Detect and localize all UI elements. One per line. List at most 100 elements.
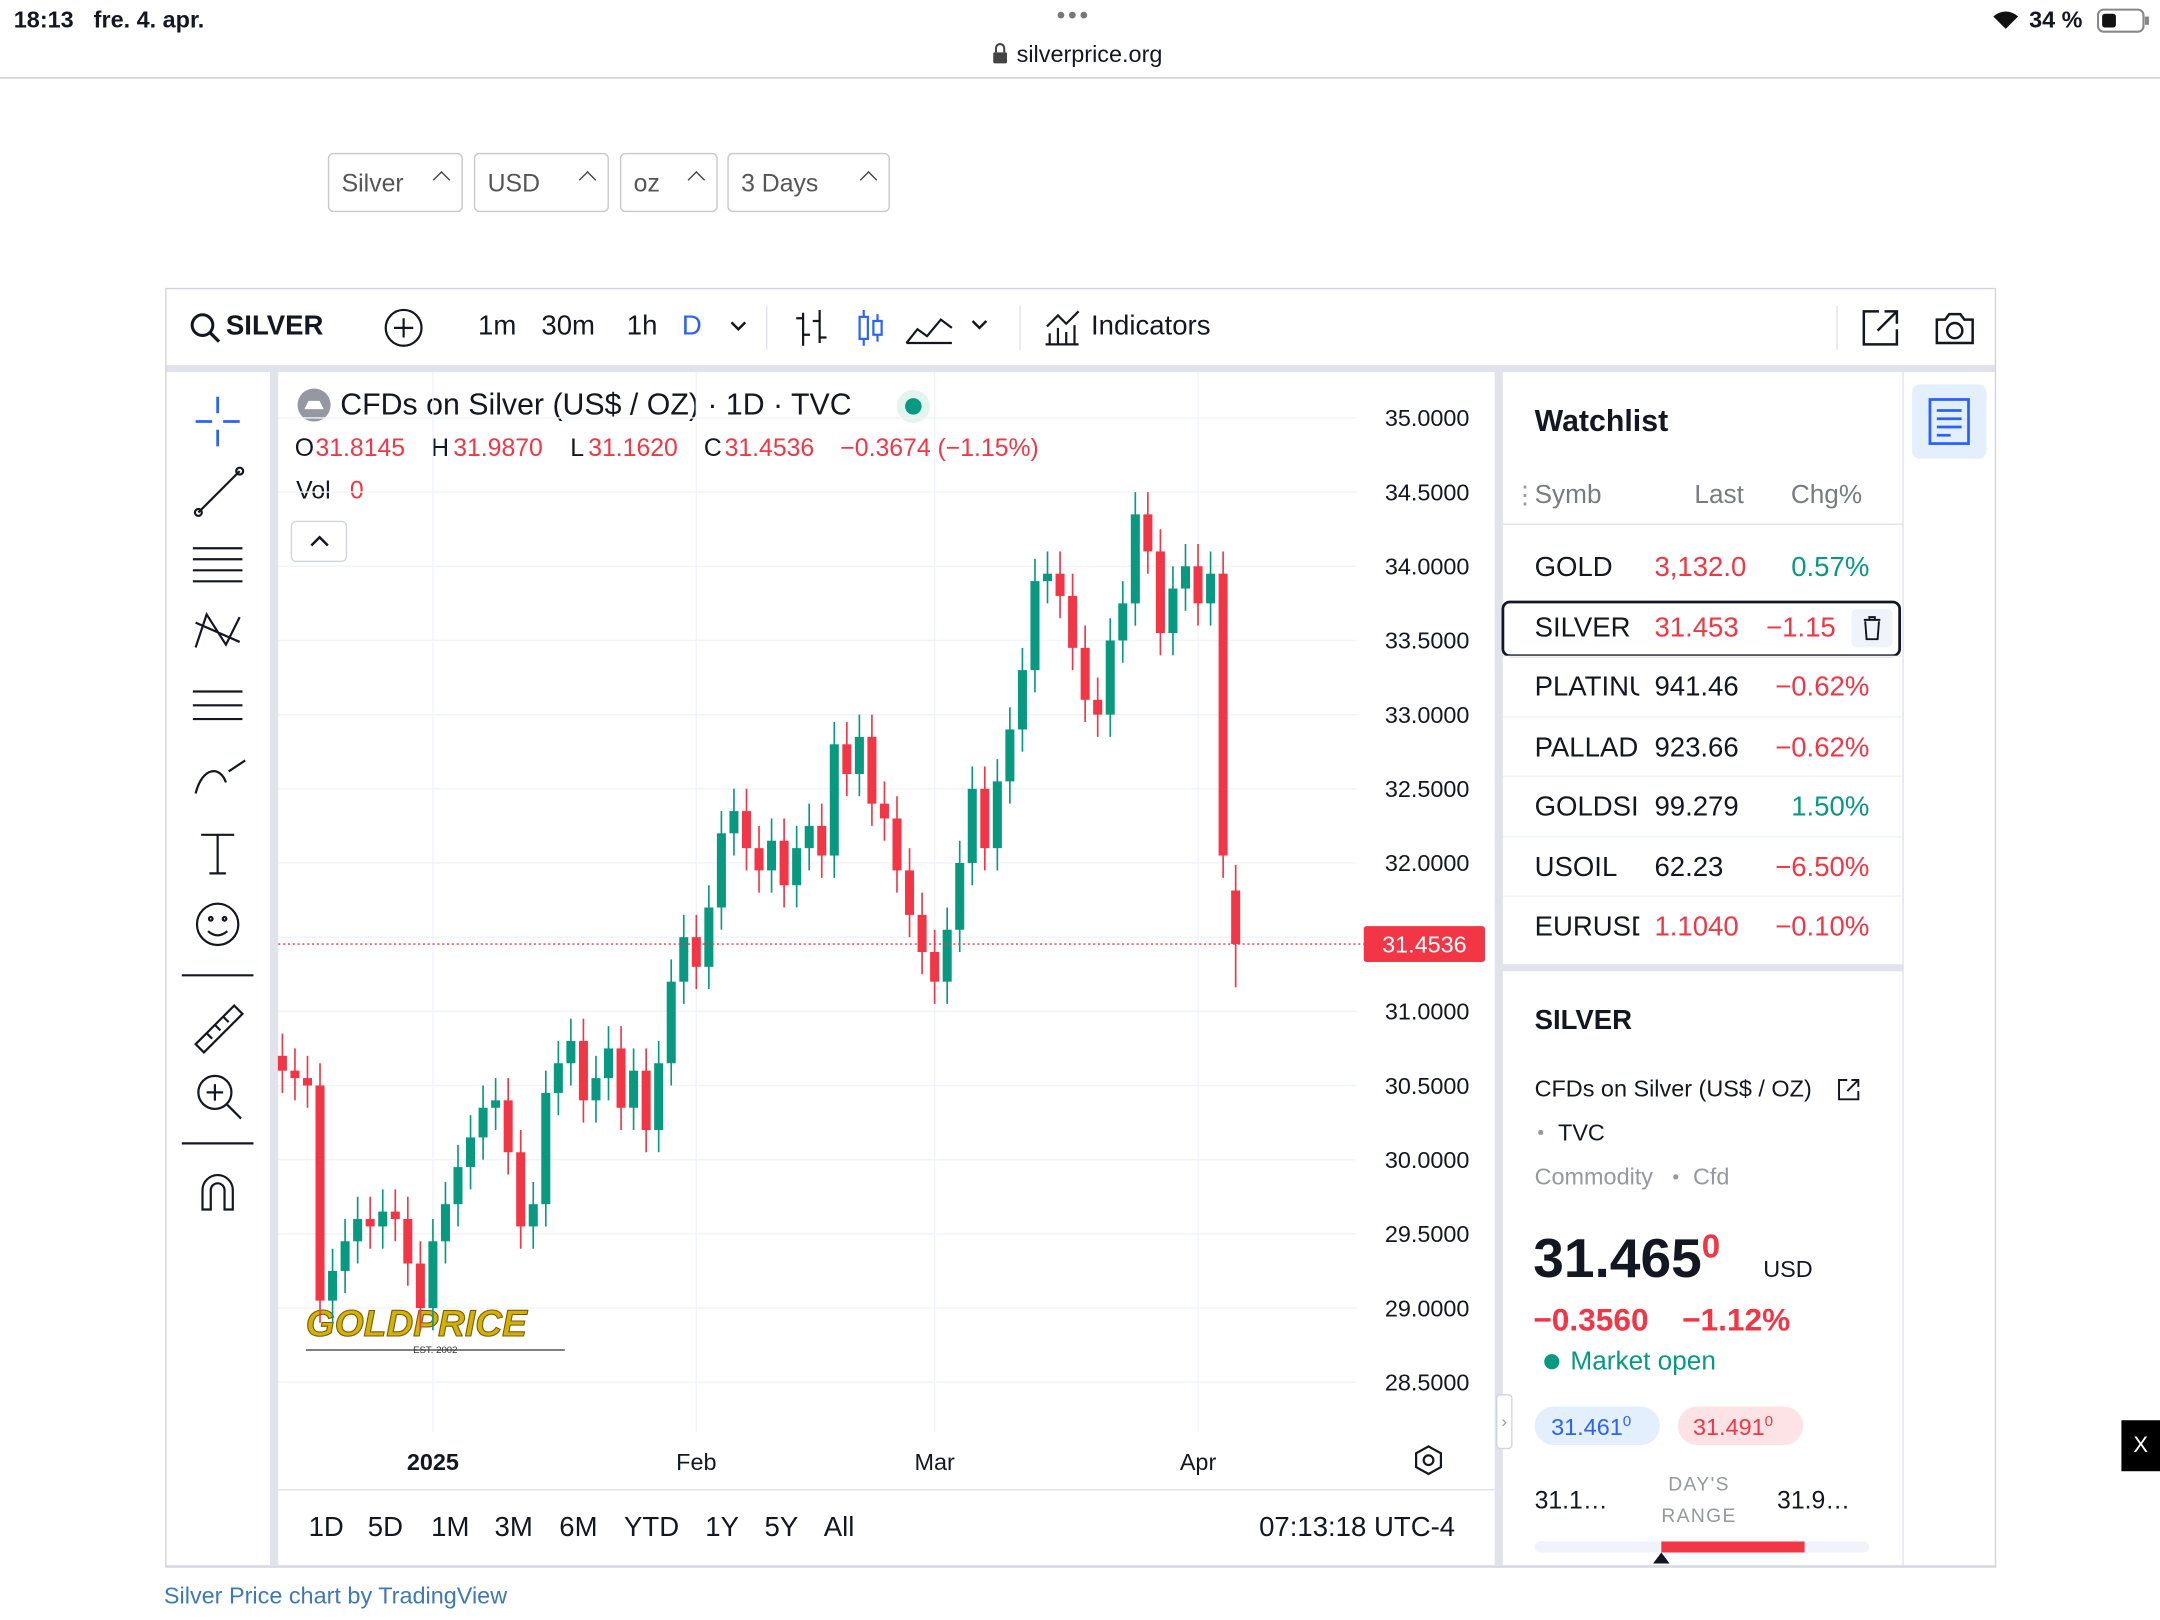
- candle-body: [829, 744, 839, 856]
- drag-handle[interactable]: ⋮: [1512, 480, 1538, 509]
- watchlist-toggle[interactable]: [1912, 384, 1987, 459]
- details-exchange: TVC: [1558, 1119, 1605, 1147]
- candle-body: [340, 1241, 350, 1271]
- interval[interactable]: 1h: [626, 311, 658, 342]
- volume-label: Vol: [296, 476, 331, 505]
- chart-type-buttons[interactable]: [793, 307, 1013, 348]
- candle-body: [1093, 699, 1103, 715]
- interval[interactable]: 30m: [541, 311, 595, 342]
- watchlist-change: −1.15: [1766, 614, 1836, 642]
- watchlist-change: 0.57%: [1791, 552, 1870, 583]
- battery-icon: [2096, 8, 2149, 33]
- selected-row[interactable]: [1501, 600, 1902, 658]
- tab-dots[interactable]: •••: [1056, 1, 1091, 29]
- ohlc-key: O: [294, 433, 315, 462]
- candle-body: [503, 1100, 513, 1153]
- candle-body: [491, 1100, 501, 1108]
- candle-body: [390, 1211, 400, 1220]
- row-divider: [1502, 895, 1903, 897]
- interval-active[interactable]: D: [681, 311, 702, 342]
- collapse-panel[interactable]: ›: [1496, 1394, 1513, 1450]
- collapse-legend[interactable]: [290, 520, 348, 563]
- last-price-label: 31.4536: [1382, 931, 1467, 957]
- candle-body: [767, 840, 777, 871]
- range-button[interactable]: 5Y: [764, 1512, 799, 1543]
- column-header[interactable]: Last: [1694, 480, 1744, 510]
- range-button[interactable]: 6M: [559, 1512, 598, 1543]
- watchlist-symbol[interactable]: EURUSD: [1534, 913, 1640, 941]
- row-divider: [1502, 716, 1903, 718]
- watchlist-symbol[interactable]: PALLAD: [1534, 734, 1639, 762]
- remove-button[interactable]: [1851, 608, 1893, 648]
- y-tick-label: 29.0000: [1385, 1295, 1470, 1321]
- ask: 31.491: [1693, 1414, 1765, 1441]
- watchlist-symbol[interactable]: USOIL: [1534, 854, 1618, 882]
- candle-body: [603, 1048, 614, 1079]
- candle-body: [440, 1204, 450, 1242]
- range-button[interactable]: 5D: [367, 1512, 404, 1543]
- details-description[interactable]: CFDs on Silver (US$ / OZ): [1534, 1075, 1812, 1103]
- candle-body: [1193, 566, 1203, 604]
- bid: 31.461: [1551, 1414, 1623, 1441]
- candle-body: [1218, 573, 1228, 856]
- candle-body: [867, 736, 877, 804]
- clock: 07:13:18 UTC-4: [1259, 1512, 1456, 1543]
- watchlist-symbol[interactable]: GOLDSI: [1534, 793, 1639, 822]
- close-ad[interactable]: X: [2121, 1420, 2160, 1472]
- y-tick-label: 33.0000: [1385, 702, 1470, 728]
- indicators-icon[interactable]: [1041, 307, 1082, 348]
- period-select[interactable]: 3 Days: [727, 152, 890, 213]
- candle-body: [992, 781, 1002, 849]
- candle-body: [453, 1167, 463, 1205]
- range-button[interactable]: 1M: [431, 1512, 470, 1543]
- snapshot-button[interactable]: [1933, 307, 1977, 348]
- currency-select[interactable]: USD: [473, 152, 609, 213]
- metal-select[interactable]: Silver: [327, 152, 463, 213]
- watchlist-symbol[interactable]: PLATINU: [1534, 673, 1640, 702]
- range-button[interactable]: YTD: [624, 1512, 680, 1543]
- search-icon[interactable]: [189, 311, 222, 344]
- url[interactable]: silverprice.org: [1016, 41, 1163, 68]
- range-button[interactable]: 1Y: [705, 1512, 740, 1543]
- status-time: 18:13: [13, 6, 74, 34]
- range-button[interactable]: 3M: [494, 1512, 533, 1543]
- watchlist-last: 1.1040: [1654, 913, 1739, 941]
- x-tick-label: Apr: [1180, 1449, 1217, 1475]
- footer-link[interactable]: Silver Price chart by TradingView: [163, 1582, 508, 1609]
- candle-body: [666, 981, 676, 1064]
- candle-body: [478, 1107, 488, 1138]
- open-external[interactable]: [1860, 307, 1901, 348]
- candle-body: [403, 1219, 413, 1264]
- candle-body: [1030, 581, 1040, 671]
- candle-body: [1180, 566, 1191, 589]
- compare-button[interactable]: [383, 307, 424, 348]
- ohlc-key: C: [703, 433, 722, 462]
- bid-pill: 31.4610: [1534, 1406, 1660, 1446]
- range-button[interactable]: 1D: [308, 1512, 344, 1543]
- candle-body: [942, 929, 952, 982]
- candle-body: [980, 788, 990, 849]
- unit-select[interactable]: oz: [619, 152, 718, 213]
- range-track: [1534, 1541, 1870, 1553]
- watchlist-symbol[interactable]: SILVER: [1534, 614, 1631, 642]
- settings-button[interactable]: [1412, 1444, 1445, 1477]
- candle-body: [679, 937, 689, 982]
- price-main: 31.465: [1533, 1228, 1702, 1290]
- ask-pip: 0: [1764, 1413, 1774, 1430]
- column-header[interactable]: Chg%: [1790, 480, 1863, 510]
- interval[interactable]: 1m: [478, 311, 517, 342]
- symbol-search[interactable]: SILVER: [225, 311, 324, 342]
- details-pane: [1502, 971, 1903, 1565]
- indicators-button[interactable]: Indicators: [1091, 311, 1211, 342]
- watchlist-symbol[interactable]: GOLD: [1534, 553, 1613, 582]
- watchlist-last: 99.279: [1654, 793, 1739, 822]
- interval-dropdown[interactable]: [727, 317, 749, 336]
- external-link[interactable]: [1836, 1077, 1861, 1102]
- range-button[interactable]: All: [823, 1512, 855, 1543]
- candle-body: [1206, 573, 1216, 604]
- y-tick-label: 31.0000: [1385, 999, 1470, 1025]
- drawing-tool-icons[interactable]: [179, 386, 262, 1226]
- column-header[interactable]: Symb: [1534, 482, 1602, 509]
- candle-body: [741, 811, 752, 849]
